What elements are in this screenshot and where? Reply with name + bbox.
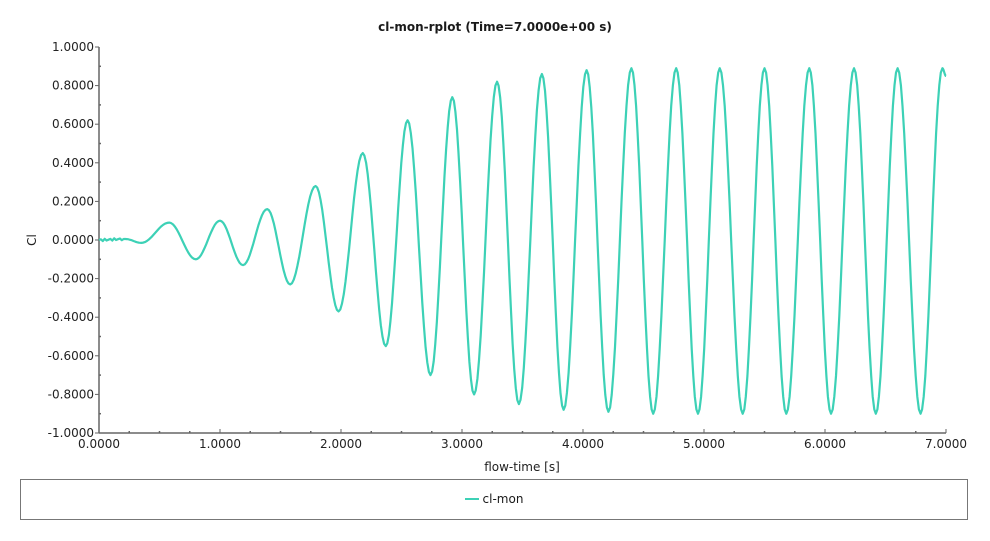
x-tick-label: 5.0000 (683, 437, 725, 451)
y-tick-label: -0.6000 (48, 349, 94, 363)
y-tick-label: -1.0000 (48, 426, 94, 440)
x-tick-label: 2.0000 (320, 437, 362, 451)
x-tick-label: 1.0000 (199, 437, 241, 451)
y-tick-label: -0.2000 (48, 272, 94, 286)
y-tick-label: 0.0000 (52, 233, 94, 247)
chart-title: cl-mon-rplot (Time=7.0000e+00 s) (378, 20, 612, 34)
x-tick-label: 0.0000 (78, 437, 120, 451)
x-tick-label: 4.0000 (562, 437, 604, 451)
y-axis-title: Cl (25, 234, 39, 246)
plot-area: 1.0000 0.8000 0.6000 0.4000 0.2000 0.0000 -0.2… (25, 40, 967, 474)
series-line-cl-mon (98, 67, 947, 415)
x-axis: 0.0000 1.0000 2.0000 3.0000 4.0000 5.0000 6.00… (78, 429, 967, 451)
x-tick-label: 7.0000 (925, 437, 967, 451)
y-tick-label: -0.8000 (48, 387, 94, 401)
x-axis-title: flow-time [s] (484, 460, 560, 474)
y-tick-label: 0.2000 (52, 194, 94, 208)
legend-item-cl-mon[interactable]: cl-mon (21, 492, 967, 506)
y-tick-label: 1.0000 (52, 40, 94, 54)
y-tick-label: 0.6000 (52, 117, 94, 131)
x-tick-label: 3.0000 (441, 437, 483, 451)
y-tick-label: -0.4000 (48, 310, 94, 324)
x-tick-label: 6.0000 (804, 437, 846, 451)
y-tick-label: 0.4000 (52, 156, 94, 170)
legend-swatch-icon (464, 497, 479, 500)
legend-item-label: cl-mon (482, 492, 524, 506)
y-tick-label: 0.8000 (52, 79, 94, 93)
y-axis: 1.0000 0.8000 0.6000 0.4000 0.2000 0.0000 -0.2… (48, 40, 101, 440)
legend: cl-mon (20, 479, 968, 520)
